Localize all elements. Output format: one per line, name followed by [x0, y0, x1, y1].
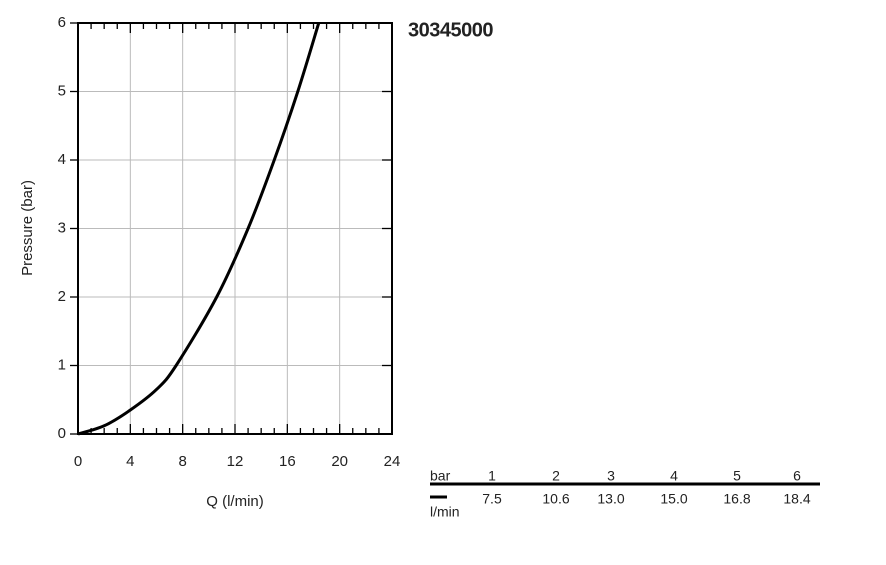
y-tick-label: 2	[58, 288, 66, 305]
x-tick-label: 0	[74, 453, 82, 470]
y-tick-label: 6	[58, 14, 66, 31]
table-flow: 18.4	[783, 491, 810, 507]
table-pressure: 3	[607, 468, 615, 484]
table-flow: 16.8	[723, 491, 750, 507]
table-pressure: 6	[793, 468, 801, 484]
table-pressure: 1	[488, 468, 496, 484]
x-tick-label: 12	[227, 453, 244, 470]
curve	[77, 22, 321, 436]
x-tick-label: 20	[331, 453, 348, 470]
y-tick-label: 4	[58, 151, 66, 168]
x-tick-label: 24	[384, 453, 401, 470]
y-tick-label: 1	[58, 356, 66, 373]
y-tick-label: 5	[58, 82, 66, 99]
table-header: bar	[430, 468, 451, 484]
x-tick-label: 4	[126, 453, 134, 470]
table-flow: 13.0	[597, 491, 624, 507]
table-pressure: 2	[552, 468, 560, 484]
chart-title: 30345000	[408, 19, 493, 41]
plot-frame	[77, 22, 393, 435]
table-flow: 10.6	[542, 491, 569, 507]
x-tick-label: 8	[178, 453, 186, 470]
y-tick-label: 0	[58, 425, 66, 442]
table-unit: l/min	[430, 504, 460, 520]
table-flow: 15.0	[660, 491, 687, 507]
x-tick-label: 16	[279, 453, 296, 470]
table-pressure: 5	[733, 468, 741, 484]
y-tick-label: 3	[58, 219, 66, 236]
table-pressure: 4	[670, 468, 678, 484]
x-axis-label: Q (l/min)	[206, 493, 264, 510]
table-flow: 7.5	[482, 491, 502, 507]
y-axis-label: Pressure (bar)	[19, 180, 36, 276]
